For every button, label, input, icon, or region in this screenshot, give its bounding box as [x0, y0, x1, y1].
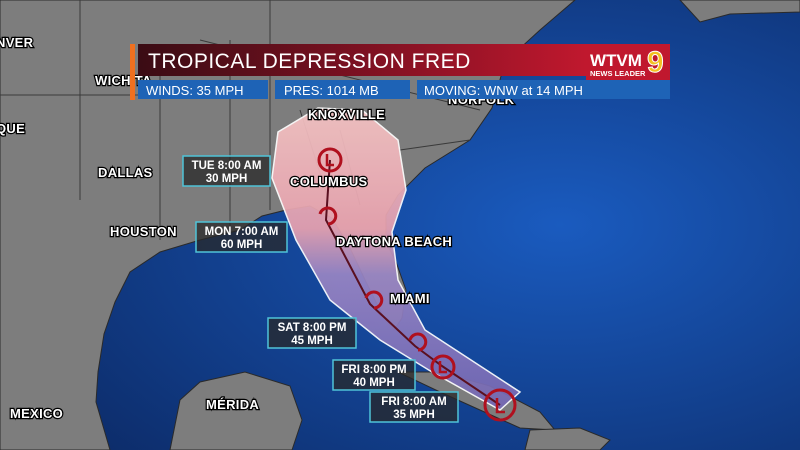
- banner-title: TROPICAL DEPRESSION FRED: [148, 50, 471, 73]
- city-label: NVER: [0, 35, 34, 50]
- city-label: MÉRIDA: [206, 397, 259, 412]
- city-label: KNOXVILLE: [308, 107, 385, 122]
- forecast-box: [182, 155, 271, 187]
- logo-box: [586, 44, 670, 80]
- forecast-time: FRI 8:00 PM: [341, 364, 406, 376]
- forecast-time: SAT 8:00 PM: [278, 322, 347, 334]
- forecast-time: TUE 8:00 AM: [192, 160, 262, 172]
- winds: WINDS: 35 MPH: [146, 83, 244, 98]
- city-label: DAYTONA BEACH: [336, 234, 452, 249]
- city-label: HOUSTON: [110, 224, 177, 239]
- forecast-box: [195, 221, 288, 253]
- pressure: PRES: 1014 MB: [284, 83, 379, 98]
- forecast-time: MON 7:00 AM: [205, 226, 279, 238]
- accent-bar: [130, 44, 135, 100]
- title-bar: [138, 44, 586, 76]
- logo-name: WTVM: [590, 51, 642, 70]
- city-label: MEXICO: [10, 406, 63, 421]
- city-label: COLUMBUS: [290, 174, 368, 189]
- city-label: MIAMI: [390, 291, 430, 306]
- forecast-time: FRI 8:00 AM: [381, 396, 446, 408]
- forecast-wind: 30 MPH: [206, 173, 248, 185]
- forecast-box: [369, 391, 459, 423]
- city-label: QUE: [0, 121, 25, 136]
- banner: TROPICAL DEPRESSION FRED WINDS: 35 MPH P…: [130, 44, 670, 100]
- forecast-wind: 40 MPH: [353, 377, 395, 389]
- city-label: DALLAS: [98, 165, 153, 180]
- forecast-wind: 35 MPH: [393, 409, 435, 421]
- stat-box: [417, 80, 670, 99]
- stat-box: [275, 80, 410, 99]
- forecast-wind: 60 MPH: [221, 239, 263, 251]
- storm-icons: [317, 147, 517, 422]
- logo-number: 9: [647, 46, 664, 79]
- movement: MOVING: WNW at 14 MPH: [424, 83, 583, 98]
- stat-box: [138, 80, 268, 99]
- forecast-box: [332, 359, 416, 391]
- logo-tagline: NEWS LEADER: [590, 69, 646, 78]
- forecast-box: [267, 317, 357, 349]
- forecast-wind: 45 MPH: [291, 335, 333, 347]
